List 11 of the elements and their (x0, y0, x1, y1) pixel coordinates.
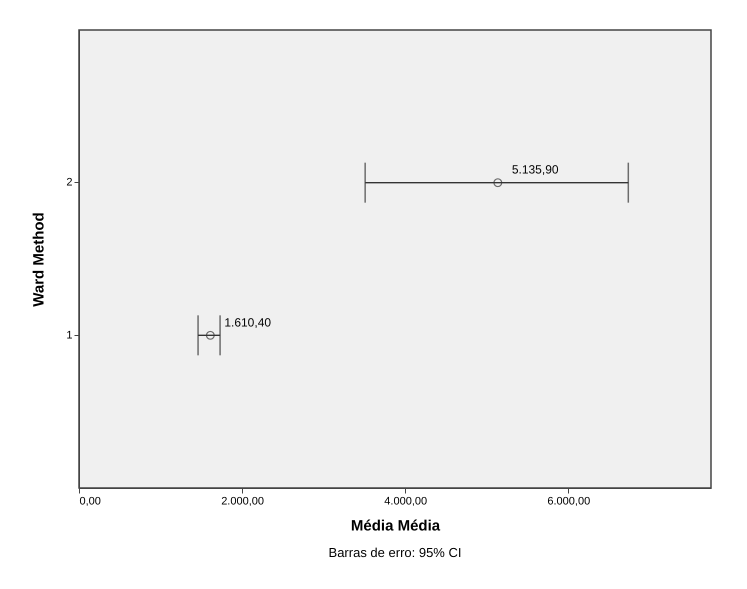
data-label: 1.610,40 (224, 315, 272, 330)
x-tick-label: 2.000,00 (221, 496, 264, 508)
data-label: 5.135,90 (512, 162, 559, 177)
x-axis-title: Média Média (350, 518, 441, 534)
y-tick-label: 2 (66, 176, 72, 189)
text: Barras de erro: 95% CI (328, 545, 462, 560)
x-tick-label: 6.000,00 (547, 496, 590, 508)
y-axis-title: Ward Method (30, 212, 48, 307)
x-tick-label: 4.000,00 (384, 496, 428, 508)
x-tick-label: 0,00 (80, 496, 101, 508)
y-tick-label: 1 (66, 329, 72, 342)
